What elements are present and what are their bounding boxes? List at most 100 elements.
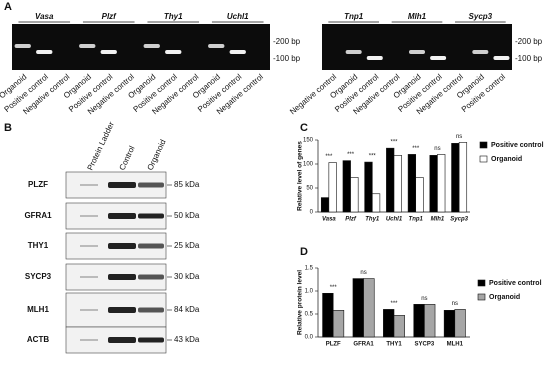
blot-band <box>138 337 164 343</box>
bar <box>371 193 381 213</box>
size-label: 84 kDa <box>174 305 200 314</box>
gel-band <box>14 44 31 48</box>
x-tick-label: Sycp3 <box>450 217 468 223</box>
significance: *** <box>390 301 398 307</box>
blot-band <box>138 182 164 188</box>
gel-band <box>430 56 447 60</box>
legend-swatch <box>479 141 488 149</box>
bar <box>437 154 446 213</box>
y-axis-label: Relative protein level <box>297 270 304 335</box>
gel-band <box>366 56 383 60</box>
x-tick-label: Vasa <box>322 217 336 223</box>
x-tick-label: Plzf <box>345 217 357 223</box>
bar <box>363 278 375 338</box>
significance: *** <box>325 154 333 160</box>
ladder-band <box>80 276 98 278</box>
size-label: 50 kDa <box>174 211 200 220</box>
gel-band <box>143 44 160 48</box>
legend-label: Organoid <box>489 294 520 301</box>
y-tick-label: 0 <box>310 210 314 216</box>
gel-band <box>100 50 117 54</box>
gene-label: Sycp3 <box>469 12 493 21</box>
protein-label: MLH1 <box>27 305 49 314</box>
y-tick-label: 0.5 <box>305 312 314 318</box>
legend-label: Positive control <box>489 280 542 287</box>
bar <box>383 309 395 338</box>
gel-band <box>79 44 96 48</box>
bar <box>320 197 330 213</box>
ladder-band <box>80 215 98 217</box>
x-tick-label: GFRA1 <box>353 342 374 348</box>
legend-label: Organoid <box>491 156 522 163</box>
y-tick-label: 0.0 <box>305 335 314 341</box>
gene-label: Mlh1 <box>408 12 427 21</box>
size-label: 43 kDa <box>174 335 200 344</box>
bar <box>454 309 466 338</box>
x-tick-label: Uchl1 <box>386 217 403 223</box>
significance: *** <box>347 152 355 158</box>
bar <box>443 310 456 338</box>
bar <box>386 147 395 213</box>
bar <box>352 278 364 338</box>
gel-band <box>208 44 225 48</box>
gene-label: Uchl1 <box>227 12 249 21</box>
protein-label: SYCP3 <box>25 272 52 281</box>
significance: ns <box>360 270 366 276</box>
panel-label: B <box>4 122 12 134</box>
x-tick-label: MLH1 <box>447 342 464 348</box>
bar <box>407 154 417 213</box>
bar <box>451 143 460 213</box>
bar <box>350 177 359 213</box>
gel-band <box>229 50 246 54</box>
significance: *** <box>390 140 398 146</box>
gel-band <box>345 50 362 54</box>
x-tick-label: PLZF <box>326 342 341 348</box>
gene-label: Tnp1 <box>344 12 364 21</box>
blot-band <box>108 182 136 188</box>
bar <box>393 155 402 213</box>
y-tick-label: 100 <box>303 162 314 168</box>
ladder-band <box>80 184 98 186</box>
y-tick-label: 150 <box>303 138 314 144</box>
blot-band <box>108 213 136 219</box>
bar <box>342 160 351 213</box>
panel-label: A <box>4 1 12 13</box>
size-marker: -200 bp <box>515 37 543 46</box>
legend-label: Positive control <box>491 142 544 149</box>
gene-label: Plzf <box>102 12 118 21</box>
x-tick-label: THY1 <box>386 342 402 348</box>
bar <box>429 155 438 213</box>
protein-label: ACTB <box>27 335 49 344</box>
ladder-band <box>80 339 98 341</box>
gene-label: Vasa <box>35 12 54 21</box>
y-tick-label: 50 <box>306 186 313 192</box>
size-label: 25 kDa <box>174 241 200 250</box>
significance: *** <box>369 154 377 160</box>
gel-band <box>493 56 510 60</box>
significance: ns <box>434 146 440 152</box>
legend-swatch <box>477 279 486 287</box>
gel <box>12 24 270 70</box>
protein-label: GFRA1 <box>24 211 52 220</box>
bar <box>393 315 405 338</box>
bar <box>328 162 337 213</box>
protein-label: THY1 <box>28 241 49 250</box>
bar <box>332 310 345 338</box>
blot-band <box>138 274 164 280</box>
bar <box>415 177 424 213</box>
significance: ns <box>452 301 458 307</box>
bar <box>322 292 334 338</box>
size-label: 30 kDa <box>174 272 200 281</box>
protein-label: PLZF <box>28 180 48 189</box>
gene-label: Thy1 <box>164 12 183 21</box>
bar <box>424 304 436 338</box>
panel-label: D <box>300 246 308 258</box>
significance: ns <box>421 296 427 302</box>
y-axis-label: Relative level of genes <box>297 141 304 211</box>
significance: *** <box>330 285 338 291</box>
blot-band <box>108 307 136 313</box>
blot-band <box>108 274 136 280</box>
legend-swatch <box>477 293 486 301</box>
gel-band <box>165 50 182 54</box>
blot-band <box>138 213 164 219</box>
